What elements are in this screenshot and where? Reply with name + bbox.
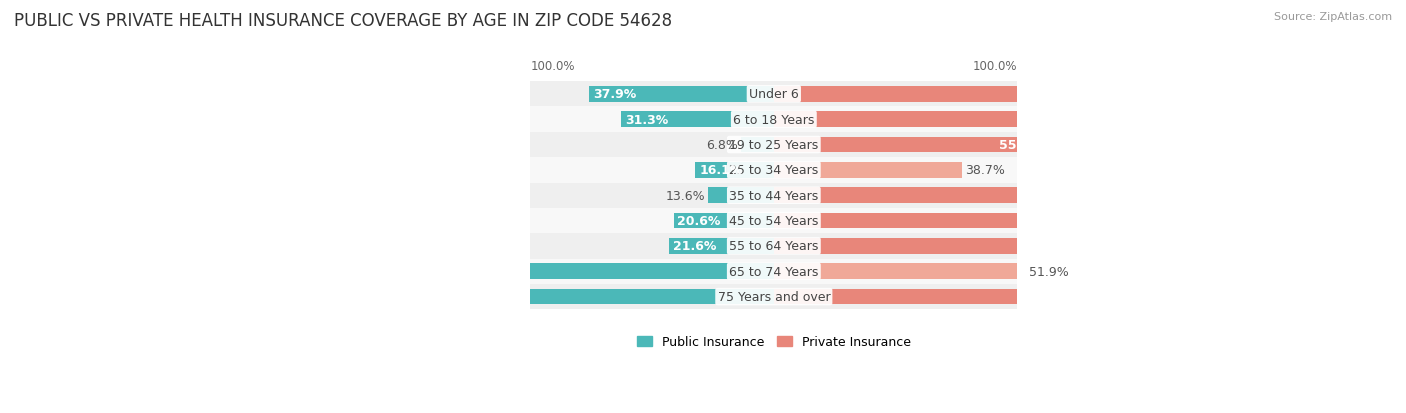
Text: 37.9%: 37.9% bbox=[593, 88, 637, 101]
Bar bbox=[297, 264, 773, 280]
Text: 55.9%: 55.9% bbox=[998, 139, 1042, 152]
Text: 45 to 54 Years: 45 to 54 Years bbox=[730, 214, 818, 228]
Bar bbox=[773, 188, 1112, 204]
Text: 31.3%: 31.3% bbox=[626, 114, 669, 126]
Text: 62.1%: 62.1% bbox=[1029, 88, 1073, 101]
Bar bbox=[530, 259, 1018, 284]
Text: 16.1%: 16.1% bbox=[699, 164, 742, 177]
Bar bbox=[707, 188, 773, 204]
Text: 98.0%: 98.0% bbox=[301, 290, 344, 304]
Bar bbox=[530, 107, 1018, 133]
Text: 100.0%: 100.0% bbox=[530, 60, 575, 73]
Bar bbox=[773, 238, 1139, 254]
Bar bbox=[773, 163, 962, 178]
Bar bbox=[530, 209, 1018, 234]
Bar bbox=[741, 138, 773, 153]
Text: 100.0%: 100.0% bbox=[973, 60, 1018, 73]
Bar bbox=[297, 289, 773, 305]
Bar bbox=[530, 183, 1018, 209]
Bar bbox=[669, 238, 773, 254]
Bar bbox=[621, 112, 773, 128]
Text: 51.9%: 51.9% bbox=[1029, 265, 1069, 278]
Bar bbox=[773, 264, 1026, 280]
Text: 21.6%: 21.6% bbox=[672, 240, 716, 253]
Bar bbox=[696, 163, 773, 178]
Text: 20.6%: 20.6% bbox=[678, 214, 721, 228]
Bar bbox=[530, 82, 1018, 107]
Text: PUBLIC VS PRIVATE HEALTH INSURANCE COVERAGE BY AGE IN ZIP CODE 54628: PUBLIC VS PRIVATE HEALTH INSURANCE COVER… bbox=[14, 12, 672, 30]
Bar bbox=[673, 213, 773, 229]
Bar bbox=[773, 87, 1076, 102]
Text: 65 to 74 Years: 65 to 74 Years bbox=[730, 265, 818, 278]
Bar bbox=[589, 87, 773, 102]
Legend: Public Insurance, Private Insurance: Public Insurance, Private Insurance bbox=[631, 330, 915, 354]
Text: Under 6: Under 6 bbox=[749, 88, 799, 101]
Text: 55 to 64 Years: 55 to 64 Years bbox=[730, 240, 818, 253]
Bar bbox=[773, 289, 1097, 305]
Text: 38.7%: 38.7% bbox=[965, 164, 1004, 177]
Text: 25 to 34 Years: 25 to 34 Years bbox=[730, 164, 818, 177]
Bar bbox=[530, 133, 1018, 158]
Bar bbox=[530, 158, 1018, 183]
Bar bbox=[530, 234, 1018, 259]
Bar bbox=[773, 138, 1046, 153]
Bar bbox=[773, 213, 1180, 229]
Text: 19 to 25 Years: 19 to 25 Years bbox=[730, 139, 818, 152]
Text: 6.8%: 6.8% bbox=[706, 139, 738, 152]
Text: 85.1%: 85.1% bbox=[1140, 114, 1184, 126]
Text: 35 to 44 Years: 35 to 44 Years bbox=[730, 189, 818, 202]
Bar bbox=[530, 284, 1018, 309]
Text: 69.5%: 69.5% bbox=[1064, 189, 1108, 202]
Bar bbox=[773, 112, 1188, 128]
Text: 75 Years and over: 75 Years and over bbox=[717, 290, 830, 304]
Text: 75.0%: 75.0% bbox=[1091, 240, 1135, 253]
Text: 66.2%: 66.2% bbox=[1049, 290, 1092, 304]
Text: 98.1%: 98.1% bbox=[299, 265, 343, 278]
Text: 6 to 18 Years: 6 to 18 Years bbox=[733, 114, 814, 126]
Text: 13.6%: 13.6% bbox=[665, 189, 706, 202]
Text: Source: ZipAtlas.com: Source: ZipAtlas.com bbox=[1274, 12, 1392, 22]
Text: 83.3%: 83.3% bbox=[1132, 214, 1175, 228]
